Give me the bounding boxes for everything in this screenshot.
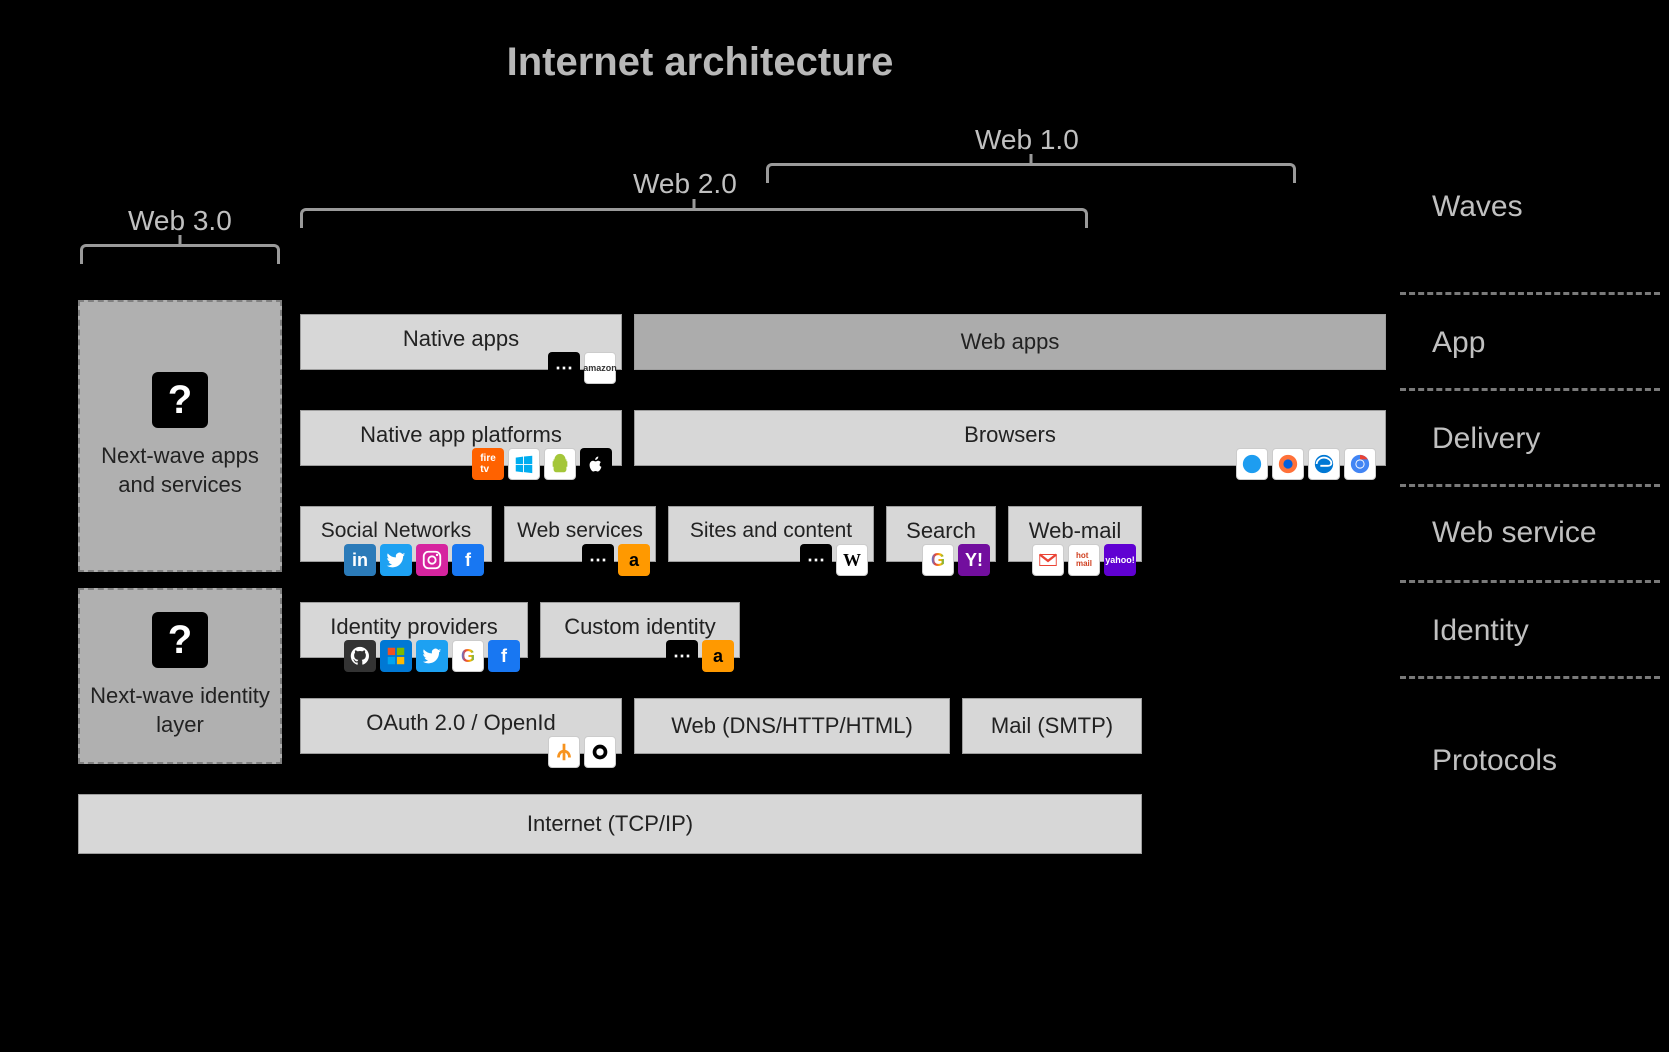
twitter-icon bbox=[380, 544, 412, 576]
layer-waves: Waves bbox=[1432, 190, 1652, 224]
more-icon: ⋯ bbox=[548, 352, 580, 384]
hotmail-icon: hotmail bbox=[1068, 544, 1100, 576]
oauth-icon bbox=[584, 736, 616, 768]
firetv-icon: firetv bbox=[472, 448, 504, 480]
windows-icon bbox=[508, 448, 540, 480]
more-icon: ⋯ bbox=[800, 544, 832, 576]
question-icon: ? bbox=[152, 612, 208, 668]
custom-id-icons: ⋯ a bbox=[666, 640, 734, 672]
web-apps-box: Web apps bbox=[634, 314, 1386, 370]
bracket-web10 bbox=[766, 163, 1296, 183]
amazon-appstore-icon: amazon bbox=[584, 352, 616, 384]
idp-icons: G f bbox=[344, 640, 520, 672]
page-title: Internet architecture bbox=[0, 40, 1400, 85]
oauth-label: OAuth 2.0 / OpenId bbox=[366, 709, 556, 738]
openid-icon bbox=[548, 736, 580, 768]
wave-label-web10: Web 1.0 bbox=[975, 124, 1079, 156]
firefox-icon bbox=[1272, 448, 1304, 480]
web-services-label: Web services bbox=[517, 517, 643, 544]
next-wave-identity-box: ? Next-wave identity layer bbox=[78, 588, 282, 764]
internet-label: Internet (TCP/IP) bbox=[527, 810, 693, 839]
webmail-label: Web-mail bbox=[1029, 517, 1122, 546]
separator bbox=[1400, 388, 1660, 391]
layer-web-service: Web service bbox=[1432, 516, 1652, 550]
oauth-icons bbox=[548, 736, 616, 768]
webmail-icons: hotmail yahoo! bbox=[1032, 544, 1136, 576]
browsers-label: Browsers bbox=[964, 421, 1056, 450]
yahoo-icon: Y! bbox=[958, 544, 990, 576]
wave-label-web20: Web 2.0 bbox=[633, 168, 737, 200]
github-icon bbox=[344, 640, 376, 672]
native-apps-icons: ⋯ amazon bbox=[548, 352, 616, 384]
internet-box: Internet (TCP/IP) bbox=[78, 794, 1142, 854]
bracket-web30 bbox=[80, 244, 280, 264]
edge-icon bbox=[1308, 448, 1340, 480]
next-wave-apps-label: Next-wave apps and services bbox=[80, 442, 280, 499]
more-icon: ⋯ bbox=[666, 640, 698, 672]
separator bbox=[1400, 580, 1660, 583]
amazon-icon: a bbox=[618, 544, 650, 576]
gmail-icon bbox=[1032, 544, 1064, 576]
layer-delivery: Delivery bbox=[1432, 422, 1652, 456]
chrome-icon bbox=[1344, 448, 1376, 480]
native-platforms-label: Native app platforms bbox=[360, 421, 562, 450]
facebook-icon: f bbox=[452, 544, 484, 576]
layer-identity: Identity bbox=[1432, 614, 1652, 648]
android-icon bbox=[544, 448, 576, 480]
safari-icon bbox=[1236, 448, 1268, 480]
microsoft-icon bbox=[380, 640, 412, 672]
wikipedia-icon: W bbox=[836, 544, 868, 576]
layer-protocols: Protocols bbox=[1432, 744, 1652, 778]
instagram-icon bbox=[416, 544, 448, 576]
social-label: Social Networks bbox=[321, 517, 472, 544]
browsers-icons bbox=[1236, 448, 1376, 480]
separator bbox=[1400, 676, 1660, 679]
yahoomail-icon: yahoo! bbox=[1104, 544, 1136, 576]
search-label: Search bbox=[906, 517, 976, 546]
sites-label: Sites and content bbox=[690, 517, 852, 544]
web-apps-label: Web apps bbox=[961, 328, 1060, 357]
wave-label-web30: Web 3.0 bbox=[128, 205, 232, 237]
separator bbox=[1400, 292, 1660, 295]
web-services-icons: ⋯ a bbox=[582, 544, 650, 576]
next-wave-apps-box: ? Next-wave apps and services bbox=[78, 300, 282, 572]
linkedin-icon: in bbox=[344, 544, 376, 576]
google-icon: G bbox=[452, 640, 484, 672]
web-proto-box: Web (DNS/HTTP/HTML) bbox=[634, 698, 950, 754]
apple-icon bbox=[580, 448, 612, 480]
facebook-icon: f bbox=[488, 640, 520, 672]
social-icons: in f bbox=[344, 544, 484, 576]
idp-label: Identity providers bbox=[330, 613, 498, 642]
separator bbox=[1400, 484, 1660, 487]
search-icons: G Y! bbox=[922, 544, 990, 576]
mail-proto-box: Mail (SMTP) bbox=[962, 698, 1142, 754]
mail-label: Mail (SMTP) bbox=[991, 712, 1113, 741]
web-proto-label: Web (DNS/HTTP/HTML) bbox=[671, 712, 913, 741]
twitter-icon bbox=[416, 640, 448, 672]
sites-icons: ⋯ W bbox=[800, 544, 868, 576]
google-icon: G bbox=[922, 544, 954, 576]
question-icon: ? bbox=[152, 372, 208, 428]
custom-id-label: Custom identity bbox=[564, 613, 716, 642]
next-wave-identity-label: Next-wave identity layer bbox=[80, 682, 280, 739]
native-apps-label: Native apps bbox=[403, 325, 519, 354]
layer-app: App bbox=[1432, 326, 1652, 360]
native-platforms-icons: firetv bbox=[472, 448, 612, 480]
more-icon: ⋯ bbox=[582, 544, 614, 576]
bracket-web20 bbox=[300, 208, 1088, 228]
amazon-icon: a bbox=[702, 640, 734, 672]
